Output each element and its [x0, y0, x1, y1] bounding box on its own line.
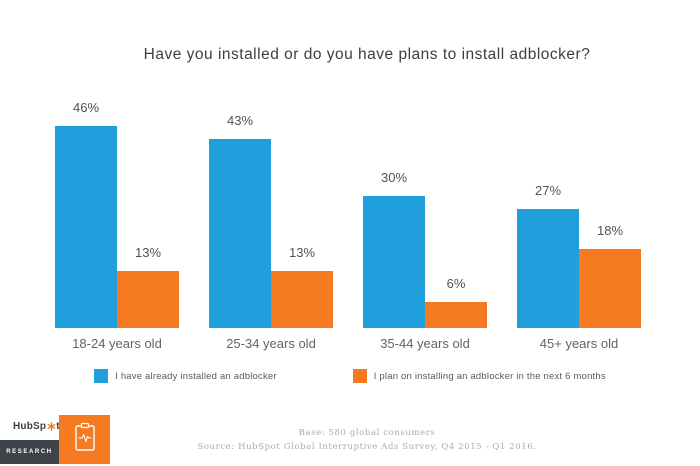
hubspot-wordmark-suffix: t [56, 420, 60, 432]
bar-chart: 46% 13% 43% 13% 30% 6% 27% 18% [55, 0, 641, 328]
category-label: 18-24 years old [72, 336, 162, 351]
bar-group: 30% 6% [363, 170, 487, 328]
legend-item-plan-to-install: I plan on installing an adblocker in the… [352, 369, 606, 383]
legend-swatch-blue [94, 369, 109, 383]
bar-column: 6% [425, 276, 487, 328]
category-label: 35-44 years old [380, 336, 470, 351]
legend-swatch-orange [352, 369, 367, 383]
category-axis-labels: 18-24 years old 25-34 years old 35-44 year… [55, 336, 641, 351]
hubspot-wordmark-prefix: HubSp [13, 420, 47, 432]
clipboard-pulse-icon [73, 421, 97, 458]
bar [55, 125, 117, 328]
legend-item-installed: I have already installed an adblocker [94, 369, 277, 383]
bar-value-label: 6% [446, 275, 466, 291]
bar-column: 30% [363, 170, 425, 328]
bar-value-label: 46% [72, 99, 100, 115]
research-band: RESEARCH [0, 440, 59, 464]
bar-value-label: 43% [226, 112, 254, 128]
source-line: Source: HubSpot Global Interruptive Ads … [197, 442, 537, 452]
bar-value-label: 18% [596, 222, 624, 238]
bar [579, 248, 641, 328]
category-label: 25-34 years old [226, 336, 316, 351]
bar [271, 270, 333, 328]
bar [209, 138, 271, 328]
hubspot-logo: HubSp t [13, 419, 60, 433]
bar-column: 18% [579, 223, 641, 328]
bar [363, 196, 425, 328]
hubspot-sprocket-icon [47, 421, 56, 431]
bar-group: 43% 13% [209, 113, 333, 328]
bar [425, 301, 487, 328]
bar-value-label: 13% [134, 244, 162, 260]
bar [117, 270, 179, 328]
bar-value-label: 13% [288, 244, 316, 260]
bar-column: 13% [271, 245, 333, 328]
base-line: Base: 580 global consumers [298, 428, 436, 438]
bar-group: 46% 13% [55, 100, 179, 328]
category-label: 45+ years old [539, 336, 619, 351]
bar-column: 27% [517, 183, 579, 328]
legend-label: I plan on installing an adblocker in the… [373, 370, 606, 382]
bar-column: 13% [117, 245, 179, 328]
bar-column: 43% [209, 113, 271, 328]
bar [517, 209, 579, 328]
bar-column: 46% [55, 100, 117, 328]
bar-group: 27% 18% [517, 183, 641, 328]
legend-label: I have already installed an adblocker [115, 370, 277, 382]
bar-value-label: 30% [380, 170, 408, 185]
legend: I have already installed an adblocker I … [0, 369, 700, 383]
chart-title: Have you installed or do you have plans … [143, 46, 591, 63]
source-note: Base: 580 global consumers Source: HubSp… [0, 426, 700, 454]
bar-value-label: 27% [534, 183, 562, 199]
research-tile [59, 415, 110, 464]
